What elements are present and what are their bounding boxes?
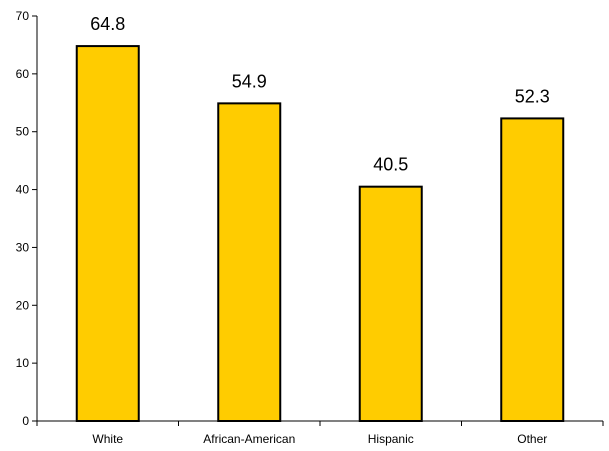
bar (217, 102, 282, 422)
bar (500, 117, 565, 423)
bar (358, 185, 423, 422)
y-tick-label: 20 (16, 298, 30, 312)
bar-value-label: 54.9 (232, 71, 267, 91)
bar-value-label: 40.5 (373, 155, 408, 175)
y-tick-label: 30 (16, 240, 30, 254)
x-tick-label: Other (517, 432, 547, 446)
x-tick-label: African-American (203, 432, 295, 446)
bar (75, 45, 140, 422)
x-axis: White African-American Hispanic Other (36, 420, 604, 446)
data-labels: 64.8 54.9 40.5 52.3 (90, 14, 550, 175)
y-tick-label: 40 (16, 183, 30, 197)
y-tick-label: 10 (16, 356, 30, 370)
x-tick-label: White (92, 432, 123, 446)
y-tick-label: 50 (16, 125, 30, 139)
y-tick-label: 60 (16, 67, 30, 81)
bar-value-label: 64.8 (90, 14, 125, 34)
y-tick-label: 70 (16, 9, 30, 23)
bars (75, 45, 565, 423)
x-tick-label: Hispanic (368, 432, 414, 446)
bar-value-label: 52.3 (515, 86, 550, 106)
y-axis: 0 10 20 30 40 50 60 70 (16, 9, 38, 428)
y-tick-label: 0 (22, 414, 29, 428)
